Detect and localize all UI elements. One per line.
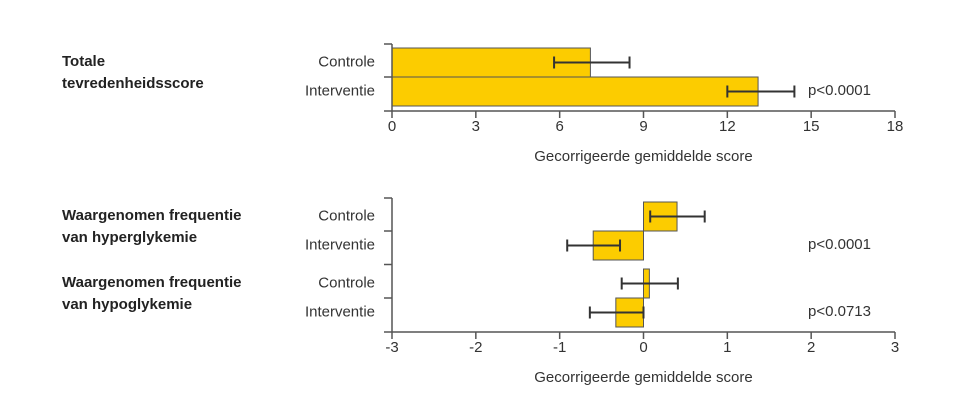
group-label: Waargenomen frequentie [62,274,241,291]
x-tick-label: -3 [385,339,398,356]
x-tick-label: 2 [807,339,815,356]
x-tick-label: 3 [891,339,899,356]
category-label: Interventie [305,236,375,253]
x-tick-label: -2 [469,339,482,356]
x-axis-label: Gecorrigeerde gemiddelde score [534,369,752,386]
p-value: p<0.0001 [808,236,871,253]
category-label: Controle [318,207,375,224]
p-value: p<0.0001 [808,82,871,99]
category-label: Interventie [305,82,375,99]
x-tick-label: 6 [555,118,563,135]
group-label: van hyperglykemie [62,229,197,246]
x-tick-label: 0 [388,118,396,135]
x-tick-label: 9 [639,118,647,135]
x-tick-label: 15 [803,118,820,135]
x-tick-label: -1 [553,339,566,356]
x-axis-label: Gecorrigeerde gemiddelde score [534,148,752,165]
group-label: Waargenomen frequentie [62,207,241,224]
category-label: Controle [318,274,375,291]
group-label: van hypoglykemie [62,296,192,313]
p-value: p<0.0713 [808,303,871,320]
category-label: Interventie [305,303,375,320]
bar [391,76,759,107]
category-label: Controle [318,53,375,70]
x-tick-label: 18 [887,118,904,135]
x-tick-label: 12 [719,118,736,135]
x-tick-label: 0 [639,339,647,356]
x-tick-label: 1 [723,339,731,356]
x-tick-label: 3 [472,118,480,135]
group-label: tevredenheidsscore [62,75,204,92]
group-label: Totale [62,53,105,70]
